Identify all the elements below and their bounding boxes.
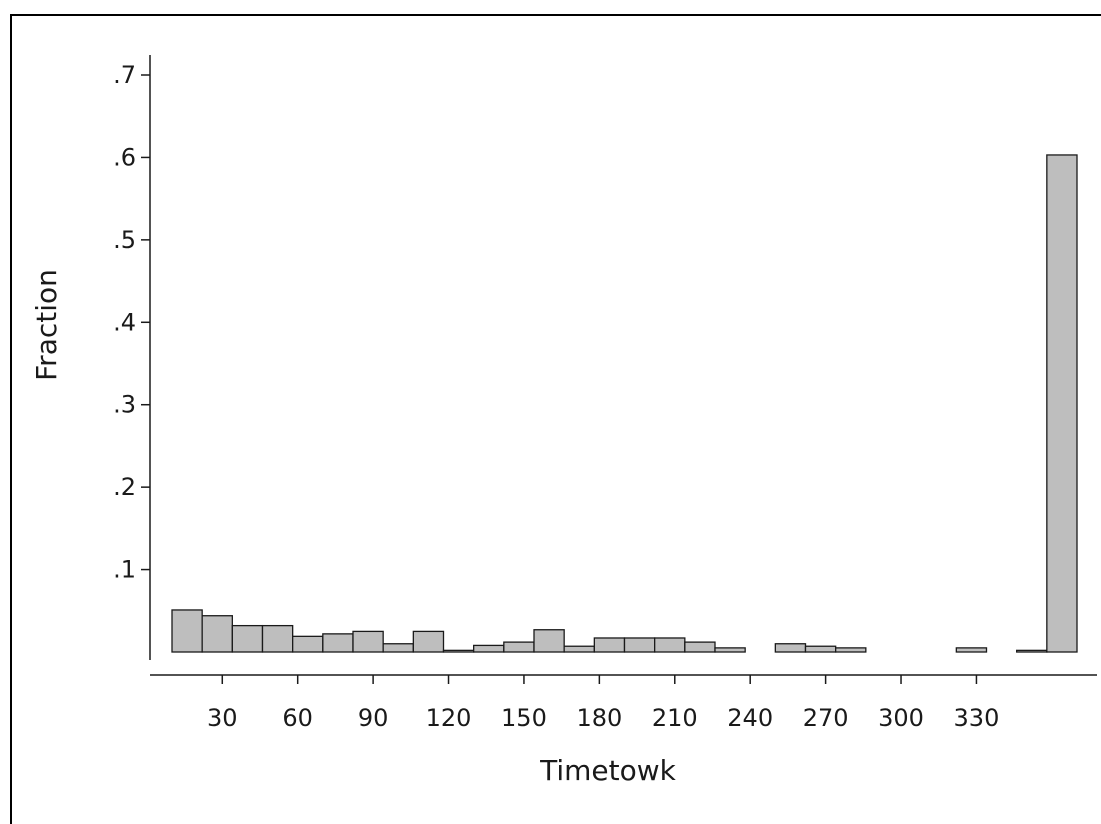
histogram-bar: [774, 643, 807, 653]
histogram-bar: [684, 641, 716, 653]
y-tick-label: .7: [113, 61, 136, 89]
x-tick-label: 270: [803, 704, 849, 732]
histogram-bar: [442, 649, 475, 653]
histogram-bar: [804, 645, 837, 653]
y-tick-label: .6: [113, 143, 136, 171]
y-axis: .1 .2 .3 .4 .5 .6 .7: [113, 55, 151, 660]
x-tick-label: 330: [954, 704, 1000, 732]
histogram-bar: [714, 647, 746, 653]
figure-frame: [10, 14, 1101, 824]
histogram-bar: [955, 647, 988, 653]
x-tick-label: 30: [207, 704, 238, 732]
histogram-bar: [654, 637, 686, 653]
x-tick-label: 210: [652, 704, 698, 732]
histogram-bar: [1046, 154, 1078, 653]
histogram-bar: [593, 637, 626, 653]
histogram-bar: [533, 629, 565, 653]
x-tick-label: 180: [576, 704, 622, 732]
histogram-bar: [503, 641, 535, 653]
histogram-bar: [261, 624, 294, 653]
x-tick-label: 90: [358, 704, 389, 732]
histogram-bar: [412, 630, 445, 653]
x-tick-label: 60: [282, 704, 313, 732]
histogram-bar: [473, 644, 505, 653]
x-tick-label: 150: [501, 704, 547, 732]
x-axis: 30 60 90 120 150 180 210 240 270 300 330: [150, 674, 1097, 732]
y-axis-title: Fraction: [30, 269, 63, 381]
y-tick-label: .3: [113, 391, 136, 419]
histogram-bar: [231, 624, 264, 653]
histogram-bar: [1016, 649, 1048, 653]
histogram-bar: [292, 635, 324, 653]
histogram-bar: [171, 609, 203, 653]
x-tick-label: 120: [426, 704, 472, 732]
y-tick-label: .1: [113, 556, 136, 584]
histogram-bar: [201, 615, 233, 653]
histogram-bar: [835, 647, 867, 653]
y-tick-label: .5: [113, 226, 136, 254]
histogram-bar: [563, 645, 595, 653]
histogram-bar: [352, 630, 384, 653]
histogram-bar: [322, 633, 354, 653]
y-tick-label: .2: [113, 473, 136, 501]
histogram-bars: [171, 154, 1078, 653]
x-tick-label: 240: [727, 704, 773, 732]
y-tick-label: .4: [113, 308, 136, 336]
x-tick-label: 300: [878, 704, 924, 732]
x-axis-title: Timetowk: [539, 754, 677, 787]
histogram-bar: [623, 637, 656, 653]
histogram-bar: [382, 643, 414, 653]
